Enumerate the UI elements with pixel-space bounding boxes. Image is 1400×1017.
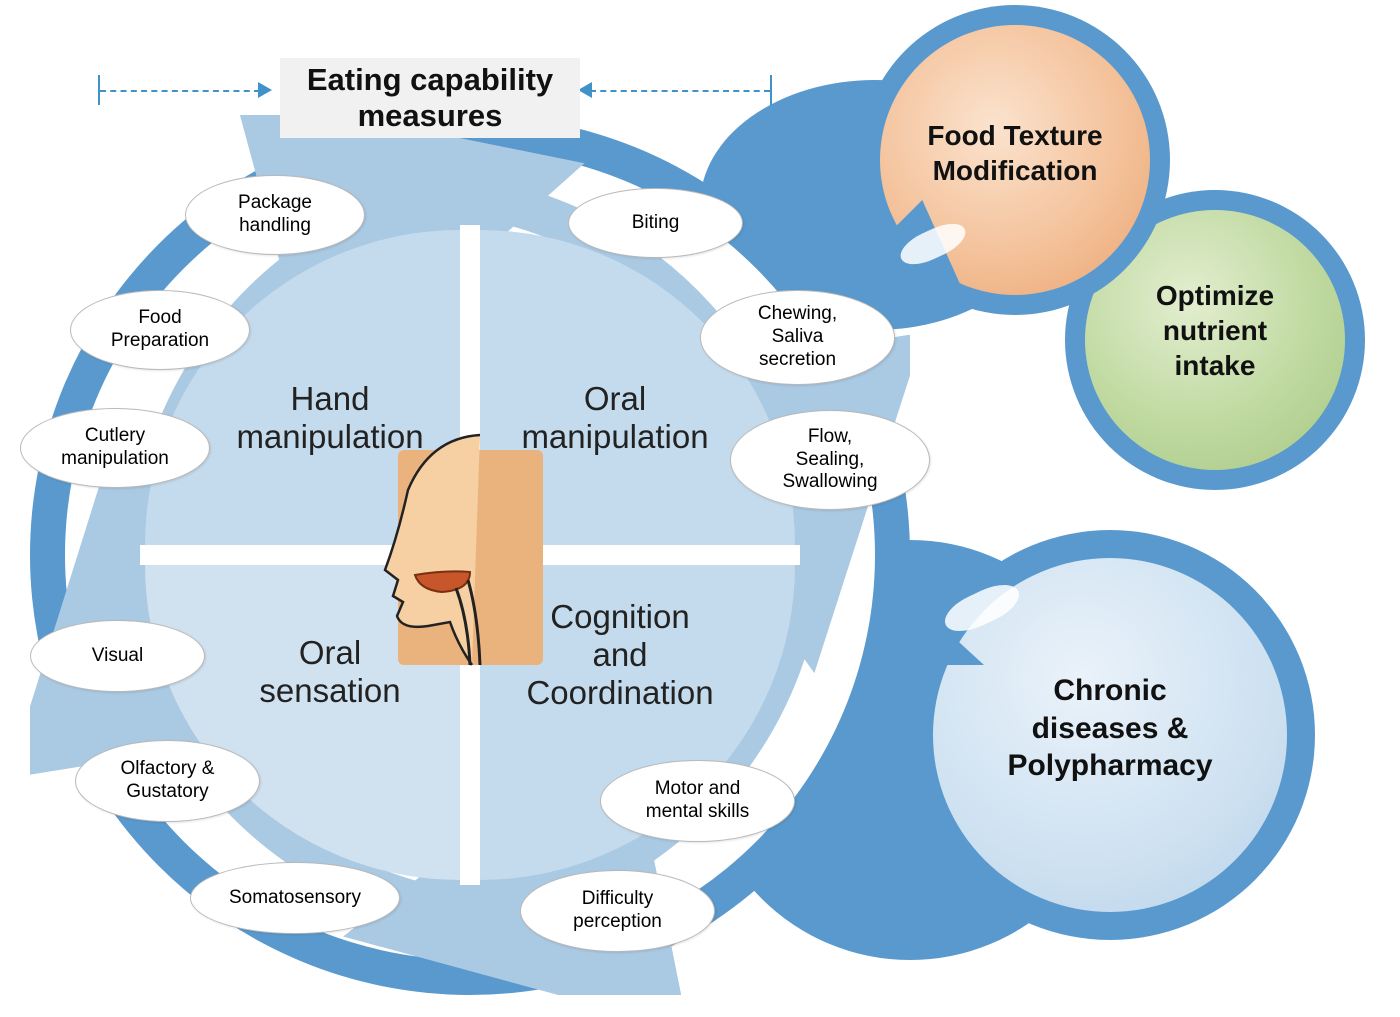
pill-motor: Motor andmental skills [600, 760, 795, 842]
pill-difficulty: Difficultyperception [520, 870, 715, 952]
diagram-canvas: Optimizenutrientintake Food TextureModif… [0, 0, 1400, 1017]
food-texture-label: Food TextureModification [885, 118, 1145, 188]
bracket-right [590, 90, 770, 92]
header-label: Eating capability measures [280, 58, 580, 138]
pill-flow: Flow,Sealing,Swallowing [730, 410, 930, 510]
pill-visual: Visual [30, 620, 205, 692]
bracket-tick-right [770, 75, 772, 105]
pill-olfactory: Olfactory &Gustatory [75, 740, 260, 822]
pill-chewing: Chewing,Salivasecretion [700, 290, 895, 385]
bracket-tick-left [98, 75, 100, 105]
chronic-label: Chronicdiseases &Polypharmacy [960, 672, 1260, 785]
bracket-arrow-left [258, 82, 272, 98]
pill-biting: Biting [568, 188, 743, 258]
head-icon [330, 420, 560, 680]
header-label-line1: Eating capability [307, 62, 553, 97]
pill-somato: Somatosensory [190, 862, 400, 934]
bracket-arrow-right [578, 82, 592, 98]
optimize-label: Optimizenutrientintake [1110, 278, 1320, 383]
pill-package: Packagehandling [185, 175, 365, 255]
bracket-left [100, 90, 260, 92]
header-label-line2: measures [358, 98, 503, 133]
pill-cutlery: Cutlerymanipulation [20, 408, 210, 488]
pill-foodprep: FoodPreparation [70, 290, 250, 370]
